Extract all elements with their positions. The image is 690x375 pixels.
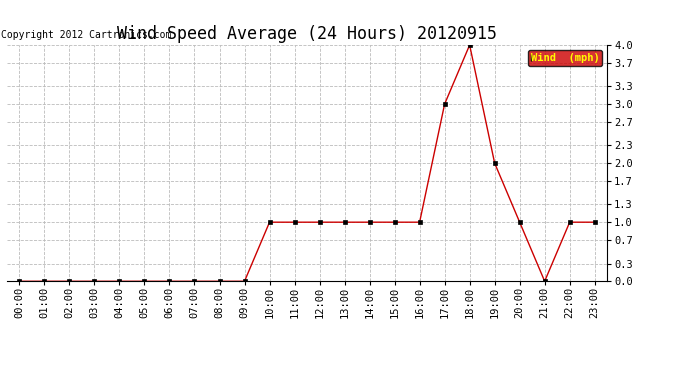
Title: Wind Speed Average (24 Hours) 20120915: Wind Speed Average (24 Hours) 20120915: [117, 26, 497, 44]
Legend: Wind  (mph): Wind (mph): [528, 50, 602, 66]
Text: Copyright 2012 Cartronics.com: Copyright 2012 Cartronics.com: [1, 30, 171, 40]
